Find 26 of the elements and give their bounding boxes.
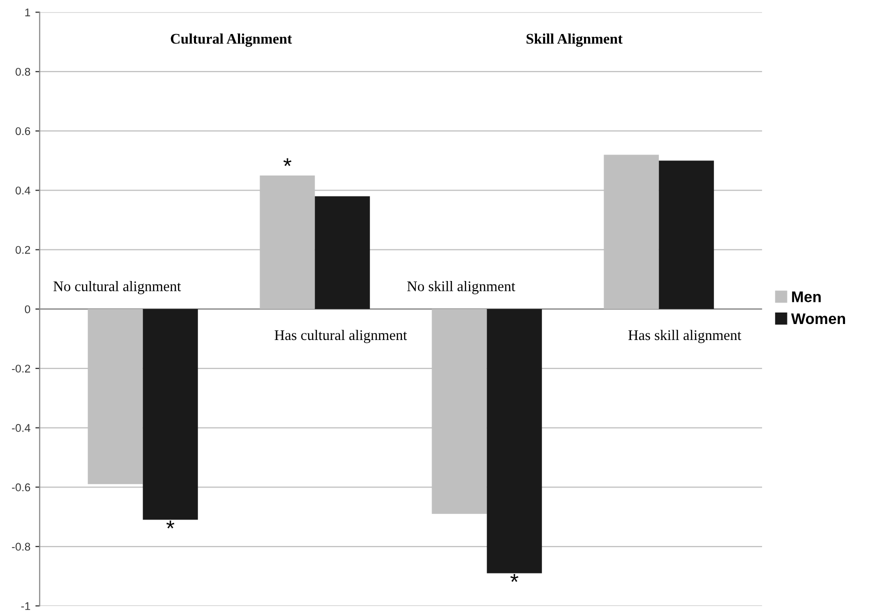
y-tick-label: -0.4 (12, 424, 30, 432)
y-tick-label: 0.6 (16, 127, 30, 136)
y-tick-label: -0.2 (12, 364, 30, 373)
bar (658, 160, 714, 310)
y-tick-label: 0 (24, 305, 30, 314)
annotation: * (166, 520, 174, 528)
x-tick-label: Has skill alignment (628, 330, 742, 344)
legend-label: Men (792, 292, 821, 302)
x-tick-label: Has cultural alignment (274, 330, 407, 344)
x-tick-label: No skill alignment (407, 280, 516, 294)
y-tick-label: -0.8 (12, 542, 30, 551)
y-tick-label: -1 (21, 602, 30, 610)
x-tick-label: No cultural alignment (53, 280, 181, 294)
y-tick-label: 0.2 (16, 246, 30, 254)
bar (486, 309, 542, 574)
bar (142, 309, 198, 520)
annotation: Skill Alignment (526, 33, 623, 47)
annotation: Cultural Alignment (170, 33, 292, 47)
bar (314, 196, 370, 310)
legend-label: Women (791, 313, 846, 324)
annotation: * (510, 574, 518, 582)
y-tick-label: 0.4 (16, 186, 30, 194)
y-tick-label: -0.6 (12, 483, 30, 492)
y-tick-label: 1 (25, 8, 30, 16)
y-tick-label: 0.8 (16, 68, 30, 76)
annotation: * (283, 158, 292, 166)
